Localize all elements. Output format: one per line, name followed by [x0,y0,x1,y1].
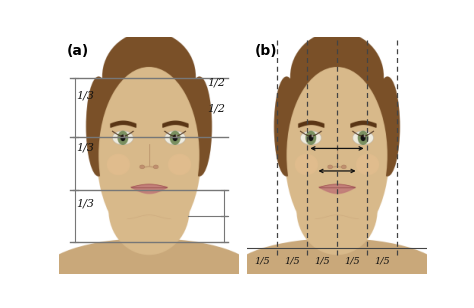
Text: 1/2: 1/2 [207,103,225,113]
Text: 1/3: 1/3 [76,198,94,209]
Text: 1/5: 1/5 [374,257,390,265]
Text: (a): (a) [66,44,89,58]
Text: 1/5: 1/5 [255,257,270,265]
Text: 1/3: 1/3 [76,143,94,153]
Text: 1/2: 1/2 [207,77,225,87]
Text: (b): (b) [255,44,277,58]
Text: 1/5: 1/5 [284,257,300,265]
Text: 1/5: 1/5 [344,257,360,265]
Text: 1/5: 1/5 [314,257,330,265]
Text: 1/3: 1/3 [76,90,94,100]
